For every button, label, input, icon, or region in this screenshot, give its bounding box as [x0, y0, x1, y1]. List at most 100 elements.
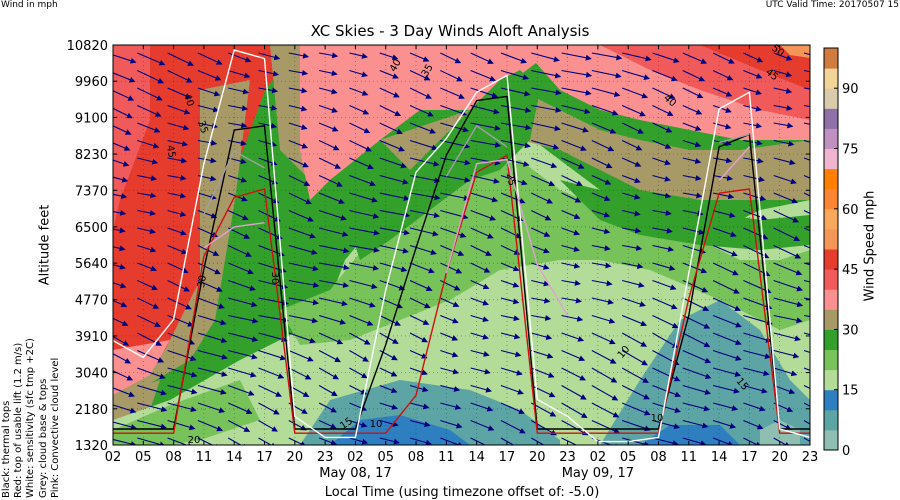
wind-arrow [258, 385, 282, 397]
profile-line [203, 125, 750, 215]
wind-arrow [228, 279, 256, 291]
wind-arrow [773, 332, 801, 342]
wind-arrow [113, 125, 132, 135]
wind-arrow [591, 244, 611, 252]
wind-arrow [258, 244, 285, 257]
wind-arrow [409, 297, 431, 309]
wind-arrow [228, 69, 251, 79]
wind-arrow [137, 174, 158, 182]
wind-arrow [167, 437, 194, 445]
wind-arrow [531, 262, 550, 270]
wind-arrow [197, 104, 220, 113]
wind-arrow [773, 420, 792, 430]
colorbar-swatch [824, 88, 838, 109]
wind-arrow [379, 192, 410, 202]
wind-arrow [318, 437, 337, 445]
wind-arrow [319, 262, 350, 271]
wind-arrow [470, 227, 494, 239]
wind-arrow [803, 332, 810, 336]
wind-arrow [712, 367, 742, 377]
wind-arrow [591, 157, 613, 169]
wind-arrow [652, 174, 671, 182]
wind-arrow [652, 157, 671, 166]
wind-arrow [167, 104, 191, 115]
wind-arrow [409, 157, 440, 167]
wind-arrow [652, 122, 673, 133]
wind-arrow [470, 367, 491, 375]
wind-arrow [113, 299, 128, 308]
wind-arrow [409, 244, 437, 256]
axes: 1320218030403910477056406500737082309100… [67, 39, 819, 481]
wind-arrow [591, 419, 621, 434]
wind-arrow [803, 210, 810, 215]
wind-arrow [712, 70, 734, 81]
wind-arrow [561, 139, 587, 151]
x-tick-label: 20 [287, 450, 304, 465]
colorbar-swatch [824, 168, 838, 190]
wind-arrow [652, 192, 672, 199]
wind-arrow [470, 279, 490, 290]
wind-arrow [531, 279, 550, 287]
x-tick-label: 23 [802, 450, 819, 465]
wind-arrow [197, 87, 221, 97]
wind-arrow [743, 402, 766, 412]
wind-arrow [228, 297, 258, 308]
wind-arrow [349, 314, 374, 326]
wind-arrow [621, 157, 642, 167]
wind-arrow [379, 367, 398, 377]
wind-arrow [470, 192, 499, 203]
wind-arrow [500, 174, 528, 186]
wind-arrow [652, 315, 679, 329]
wind-arrow [197, 314, 227, 326]
wind-arrow [258, 210, 281, 222]
y-tick-label: 5640 [75, 257, 108, 272]
wind-arrow [621, 140, 643, 151]
wind-arrow [137, 349, 165, 363]
wind-arrow [622, 192, 641, 200]
wind-arrow [319, 279, 350, 288]
wind-arrow [531, 192, 554, 204]
wind-arrow [652, 384, 682, 398]
wind-arrow [682, 262, 708, 274]
wind-arrow [531, 104, 562, 113]
wind-arrow [743, 367, 770, 377]
wind-arrow [349, 385, 368, 395]
wind-arrow [803, 87, 810, 90]
wind-arrow [258, 122, 278, 129]
wind-arrow [258, 332, 288, 343]
wind-arrow [113, 72, 136, 83]
wind-arrow [591, 87, 621, 98]
wind-arrow [743, 69, 763, 79]
plot-frame [112, 44, 811, 446]
wind-arrow [379, 262, 408, 273]
wind-arrow [379, 227, 410, 236]
wind-arrow [318, 104, 338, 113]
wind-arrow [318, 419, 337, 429]
wind-arrow [622, 262, 644, 270]
wind-arrow [137, 122, 161, 133]
wind-arrow [803, 349, 810, 354]
wind-arrow [591, 192, 611, 202]
contour-label: 10 [651, 413, 664, 424]
wind-arrow [621, 402, 651, 416]
wind-arrow [561, 104, 591, 115]
wind-arrow [288, 139, 309, 149]
wind-arrow [349, 367, 368, 379]
wind-arrow [409, 279, 433, 291]
wind-arrow [288, 367, 312, 380]
wind-arrow [803, 157, 810, 161]
wind-arrow [167, 262, 189, 274]
wind-arrow [227, 227, 251, 239]
speed-band [560, 180, 810, 250]
y-tick-label: 8230 [75, 148, 108, 163]
wind-arrow [470, 262, 491, 273]
wind-arrow [531, 157, 558, 169]
wind-arrow [712, 402, 739, 411]
wind-arrow [440, 332, 459, 341]
wind-arrow [113, 107, 133, 119]
colorbar-swatch [824, 349, 838, 371]
wind-arrow [622, 279, 645, 288]
wind-arrow [803, 367, 810, 371]
wind-arrow [349, 350, 369, 362]
wind-arrow [561, 157, 585, 169]
